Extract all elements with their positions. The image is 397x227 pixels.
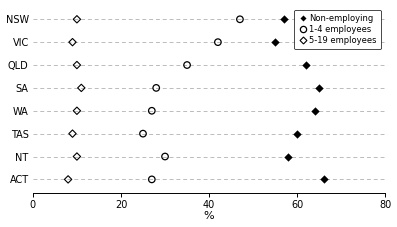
Point [69, 40, 76, 44]
Point [281, 17, 287, 21]
Point [74, 17, 80, 21]
Point [74, 155, 80, 158]
Point [184, 63, 190, 67]
Point [294, 132, 301, 136]
Point [215, 40, 221, 44]
Point [140, 132, 146, 136]
Point [148, 178, 155, 181]
Point [78, 86, 85, 90]
X-axis label: %: % [204, 211, 214, 222]
Point [237, 17, 243, 21]
Point [162, 155, 168, 158]
Point [272, 40, 278, 44]
Point [285, 155, 291, 158]
Point [65, 178, 71, 181]
Point [148, 109, 155, 113]
Legend: Non-employing, 1-4 employees, 5-19 employees: Non-employing, 1-4 employees, 5-19 emplo… [295, 10, 381, 49]
Point [153, 86, 159, 90]
Point [303, 63, 309, 67]
Point [74, 109, 80, 113]
Point [320, 178, 327, 181]
Point [316, 86, 322, 90]
Point [74, 63, 80, 67]
Point [312, 109, 318, 113]
Point [69, 132, 76, 136]
